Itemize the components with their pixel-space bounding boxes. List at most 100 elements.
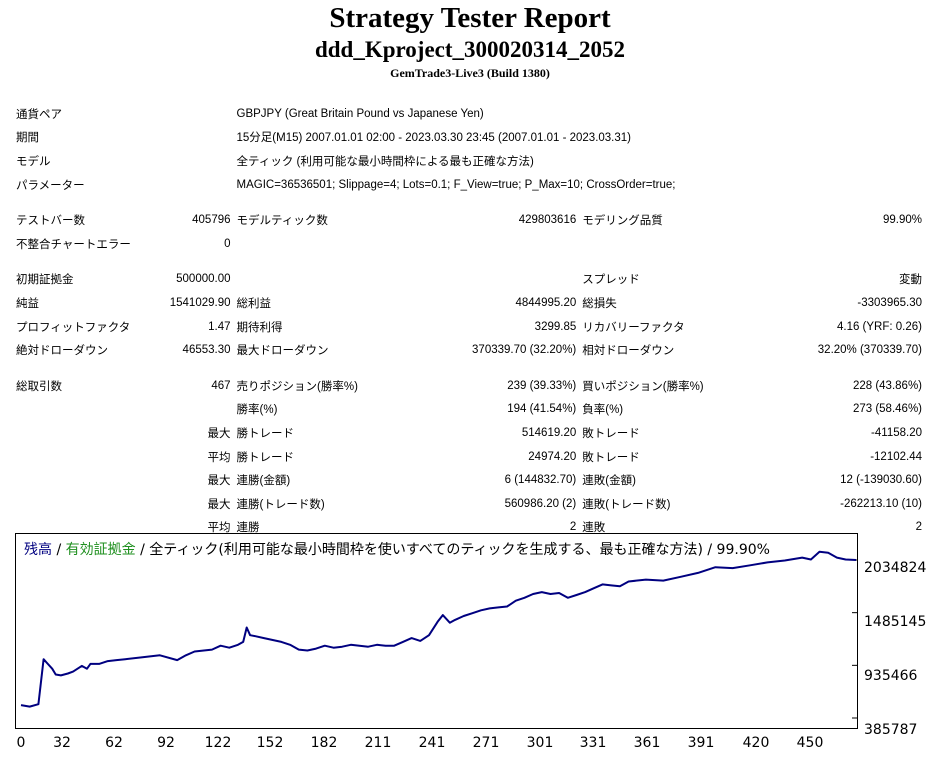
average-consecutive-row: 平均 連勝 2 連敗 2 (14, 516, 926, 540)
settings-row-model: モデル 全ティック (利用可能な最小時間枠による最も正確な方法) (14, 149, 926, 173)
profit-factor-label: プロフィットファクタ (16, 321, 131, 334)
consecutive-wins-value: 6 (144832.70) (504, 474, 577, 487)
quality-row: テストバー数 405796 モデルティック数 429803616 モデリング品質… (14, 208, 926, 232)
gross-loss-label: 総損失 (582, 297, 617, 310)
maximum-label: 最大 (207, 475, 231, 488)
profit-trades-label: 勝率(%) (236, 404, 278, 417)
expected-payoff-value: 3299.85 (534, 320, 577, 333)
average-consecutive-losses-label: 連敗 (582, 522, 606, 535)
consecutive-loss-value: -262213.10 (10) (840, 497, 922, 510)
largest-label: 最大 (207, 427, 231, 440)
absolute-drawdown-value: 46553.30 (182, 344, 231, 357)
report-table: 通貨ペア GBPJPY (Great Britain Pound vs Japa… (14, 102, 926, 539)
x-tick-label: 0 (16, 735, 26, 751)
winloss-row: 勝率(%) 194 (41.54%) 負率(%) 273 (58.46%) (14, 398, 926, 422)
y-tick-label: 2034824 (864, 560, 927, 576)
largest-loss-value: -41158.20 (871, 426, 922, 439)
chart-legend: 残高 / 有効証拠金 / 全ティック(利用可能な最小時間枠を使いすべてのティック… (24, 539, 770, 559)
setting-value: 15分足(M15) 2007.01.01 02:00 - 2023.03.30 … (236, 132, 631, 145)
average-consecutive-wins-value: 2 (569, 521, 577, 534)
bars-value: 405796 (192, 214, 231, 227)
consecutive-loss-label: 連敗(トレード数) (582, 498, 671, 511)
y-tick-label: 935466 (864, 668, 918, 684)
setting-label: 通貨ペア (16, 108, 62, 121)
long-positions-label: 買いポジション(勝率%) (582, 380, 704, 393)
maximal-drawdown-value: 370339.70 (32.20%) (472, 344, 577, 357)
legend-separator: / (52, 542, 66, 558)
largest-row: 最大 勝トレード 514619.20 敗トレード -41158.20 (14, 421, 926, 445)
relative-drawdown-label: 相対ドローダウン (582, 345, 675, 358)
gross-profit-label: 総利益 (236, 297, 272, 310)
settings-row-period: 期間 15分足(M15) 2007.01.01 02:00 - 2023.03.… (14, 126, 926, 150)
gross-profit-value: 4844995.20 (515, 296, 577, 309)
recovery-factor-label: リカバリーファクタ (582, 321, 685, 334)
drawdown-row: 絶対ドローダウン 46553.30 最大ドローダウン 370339.70 (32… (14, 338, 926, 362)
setting-value: GBPJPY (Great Britain Pound vs Japanese … (236, 107, 484, 120)
long-positions-value: 228 (43.86%) (852, 379, 922, 392)
modeling-label: モデリング品質 (582, 215, 663, 228)
setting-label: パラメーター (16, 179, 85, 192)
average-row: 平均 勝トレード 24974.20 敗トレード -12102.44 (14, 445, 926, 469)
spread-value: 変動 (899, 274, 922, 287)
total-trades-value: 467 (211, 379, 231, 392)
ticks-value: 429803616 (518, 214, 577, 227)
setting-value: 全ティック (利用可能な最小時間枠による最も正確な方法) (236, 155, 534, 168)
consecutive-count-row: 最大 連勝(トレード数) 560986.20 (2) 連敗(トレード数) -26… (14, 492, 926, 516)
setting-value: MAGIC=36536501; Slippage=4; Lots=0.1; F_… (236, 178, 676, 191)
average-profit-label: 勝トレード (236, 451, 295, 464)
average-loss-label: 敗トレード (582, 451, 640, 464)
ticks-label: モデルティック数 (236, 215, 328, 228)
profit-trades-value: 194 (41.54%) (507, 403, 577, 416)
balance-chart-svg (20, 550, 857, 719)
x-tick-label: 122 (204, 735, 232, 751)
relative-drawdown-value: 32.20% (370339.70) (817, 344, 922, 357)
errors-value: 0 (224, 237, 231, 250)
x-tick-label: 331 (579, 735, 607, 751)
x-tick-label: 62 (105, 735, 123, 751)
x-tick-label: 420 (742, 735, 770, 751)
expert-name: ddd_Kproject_300020314_2052 (314, 37, 626, 62)
factor-row: プロフィットファクタ 1.47 期待利得 3299.85 リカバリーファクタ 4… (14, 315, 926, 339)
x-tick-label: 182 (310, 735, 338, 751)
recovery-factor-value: 4.16 (YRF: 0.26) (836, 320, 922, 333)
maximal-drawdown-label: 最大ドローダウン (236, 345, 329, 358)
profit-factor-value: 1.47 (208, 320, 231, 333)
average-profit-value: 24974.20 (528, 450, 577, 463)
settings-row-symbol: 通貨ペア GBPJPY (Great Britain Pound vs Japa… (14, 102, 926, 126)
absolute-drawdown-label: 絶対ドローダウン (16, 345, 108, 358)
setting-label: 期間 (16, 132, 39, 145)
server-build: GemTrade3-Live3 (Build 1380) (390, 66, 550, 80)
legend-balance: 残高 (24, 542, 52, 558)
profit-row: 純益 1541029.90 総利益 4844995.20 総損失 -330396… (14, 291, 926, 315)
legend-equity: 有効証拠金 (65, 542, 136, 558)
bars-label: テストバー数 (16, 215, 85, 228)
setting-label: モデル (16, 155, 51, 168)
x-tick-label: 391 (687, 735, 715, 751)
y-tick-label: 385787 (864, 722, 918, 738)
trades-row: 総取引数 467 売りポジション(勝率%) 239 (39.33%) 買いポジシ… (14, 374, 926, 398)
settings-row-parameters: パラメーター MAGIC=36536501; Slippage=4; Lots=… (14, 173, 926, 197)
balance-chart: 残高 / 有効証拠金 / 全ティック(利用可能な最小時間枠を使いすべてのティック… (15, 533, 858, 729)
x-tick-label: 450 (796, 735, 824, 751)
largest-profit-label: 勝トレード (236, 427, 295, 440)
deposit-value: 500000.00 (176, 273, 231, 286)
average-consecutive-label: 平均 (207, 522, 231, 535)
consecutive-wins-label: 連勝(金額) (236, 475, 291, 488)
short-positions-value: 239 (39.33%) (507, 379, 577, 392)
average-loss-value: -12102.44 (870, 450, 922, 463)
errors-label: 不整合チャートエラー (16, 238, 131, 251)
errors-row: 不整合チャートエラー 0 (14, 232, 926, 256)
largest-profit-value: 514619.20 (521, 426, 577, 439)
expected-payoff-label: 期待利得 (236, 321, 283, 334)
gross-loss-value: -3303965.30 (857, 296, 922, 309)
loss-trades-value: 273 (58.46%) (852, 403, 922, 416)
loss-trades-label: 負率(%) (582, 404, 624, 417)
maximal-label: 最大 (207, 498, 231, 511)
y-tick-label: 1485145 (864, 614, 927, 630)
consecutive-amount-row: 最大 連勝(金額) 6 (144832.70) 連敗(金額) 12 (-1390… (14, 468, 926, 492)
x-tick-label: 361 (633, 735, 661, 751)
consecutive-losses-label: 連敗(金額) (582, 475, 636, 488)
legend-description: / 全ティック(利用可能な最小時間枠を使いすべてのティックを生成する、最も正確な… (135, 542, 770, 558)
balance-line (20, 550, 857, 708)
deposit-label: 初期証拠金 (16, 274, 74, 287)
